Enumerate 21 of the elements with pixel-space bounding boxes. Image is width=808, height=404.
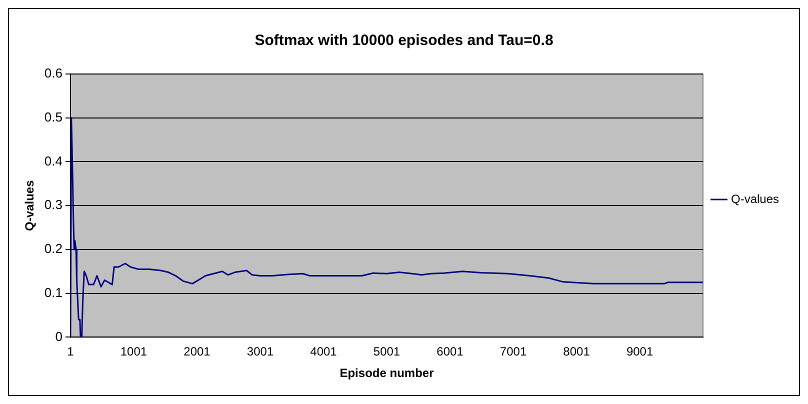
y-tick-label: 0.4 (44, 153, 62, 168)
x-tick-label: 3001 (246, 344, 274, 359)
y-tick-label: 0.6 (44, 66, 62, 81)
x-tick-label: 6001 (436, 344, 464, 359)
x-tick-label: 1001 (120, 344, 148, 359)
x-tick-label: 5001 (373, 344, 400, 359)
x-tick-label: 1 (67, 344, 74, 359)
y-axis-title: Q-values (22, 180, 37, 231)
x-axis-title: Episode number (340, 366, 434, 380)
x-tick-label: 8001 (563, 344, 590, 359)
x-tick-label: 9001 (626, 344, 654, 359)
y-tick-label: 0.3 (44, 197, 62, 212)
x-tick-label: 2001 (184, 344, 211, 359)
y-tick-label: 0.1 (44, 284, 62, 300)
y-tick-label: 0.5 (44, 109, 62, 124)
y-tick-label: 0 (55, 328, 62, 344)
y-tick-label: 0.2 (44, 241, 62, 256)
legend-label: Q-values (730, 192, 780, 206)
x-tick-label: 7001 (500, 344, 527, 359)
chart-title: Softmax with 10000 episodes and Tau=0.8 (254, 32, 554, 50)
x-tick-label: 4001 (310, 344, 338, 359)
